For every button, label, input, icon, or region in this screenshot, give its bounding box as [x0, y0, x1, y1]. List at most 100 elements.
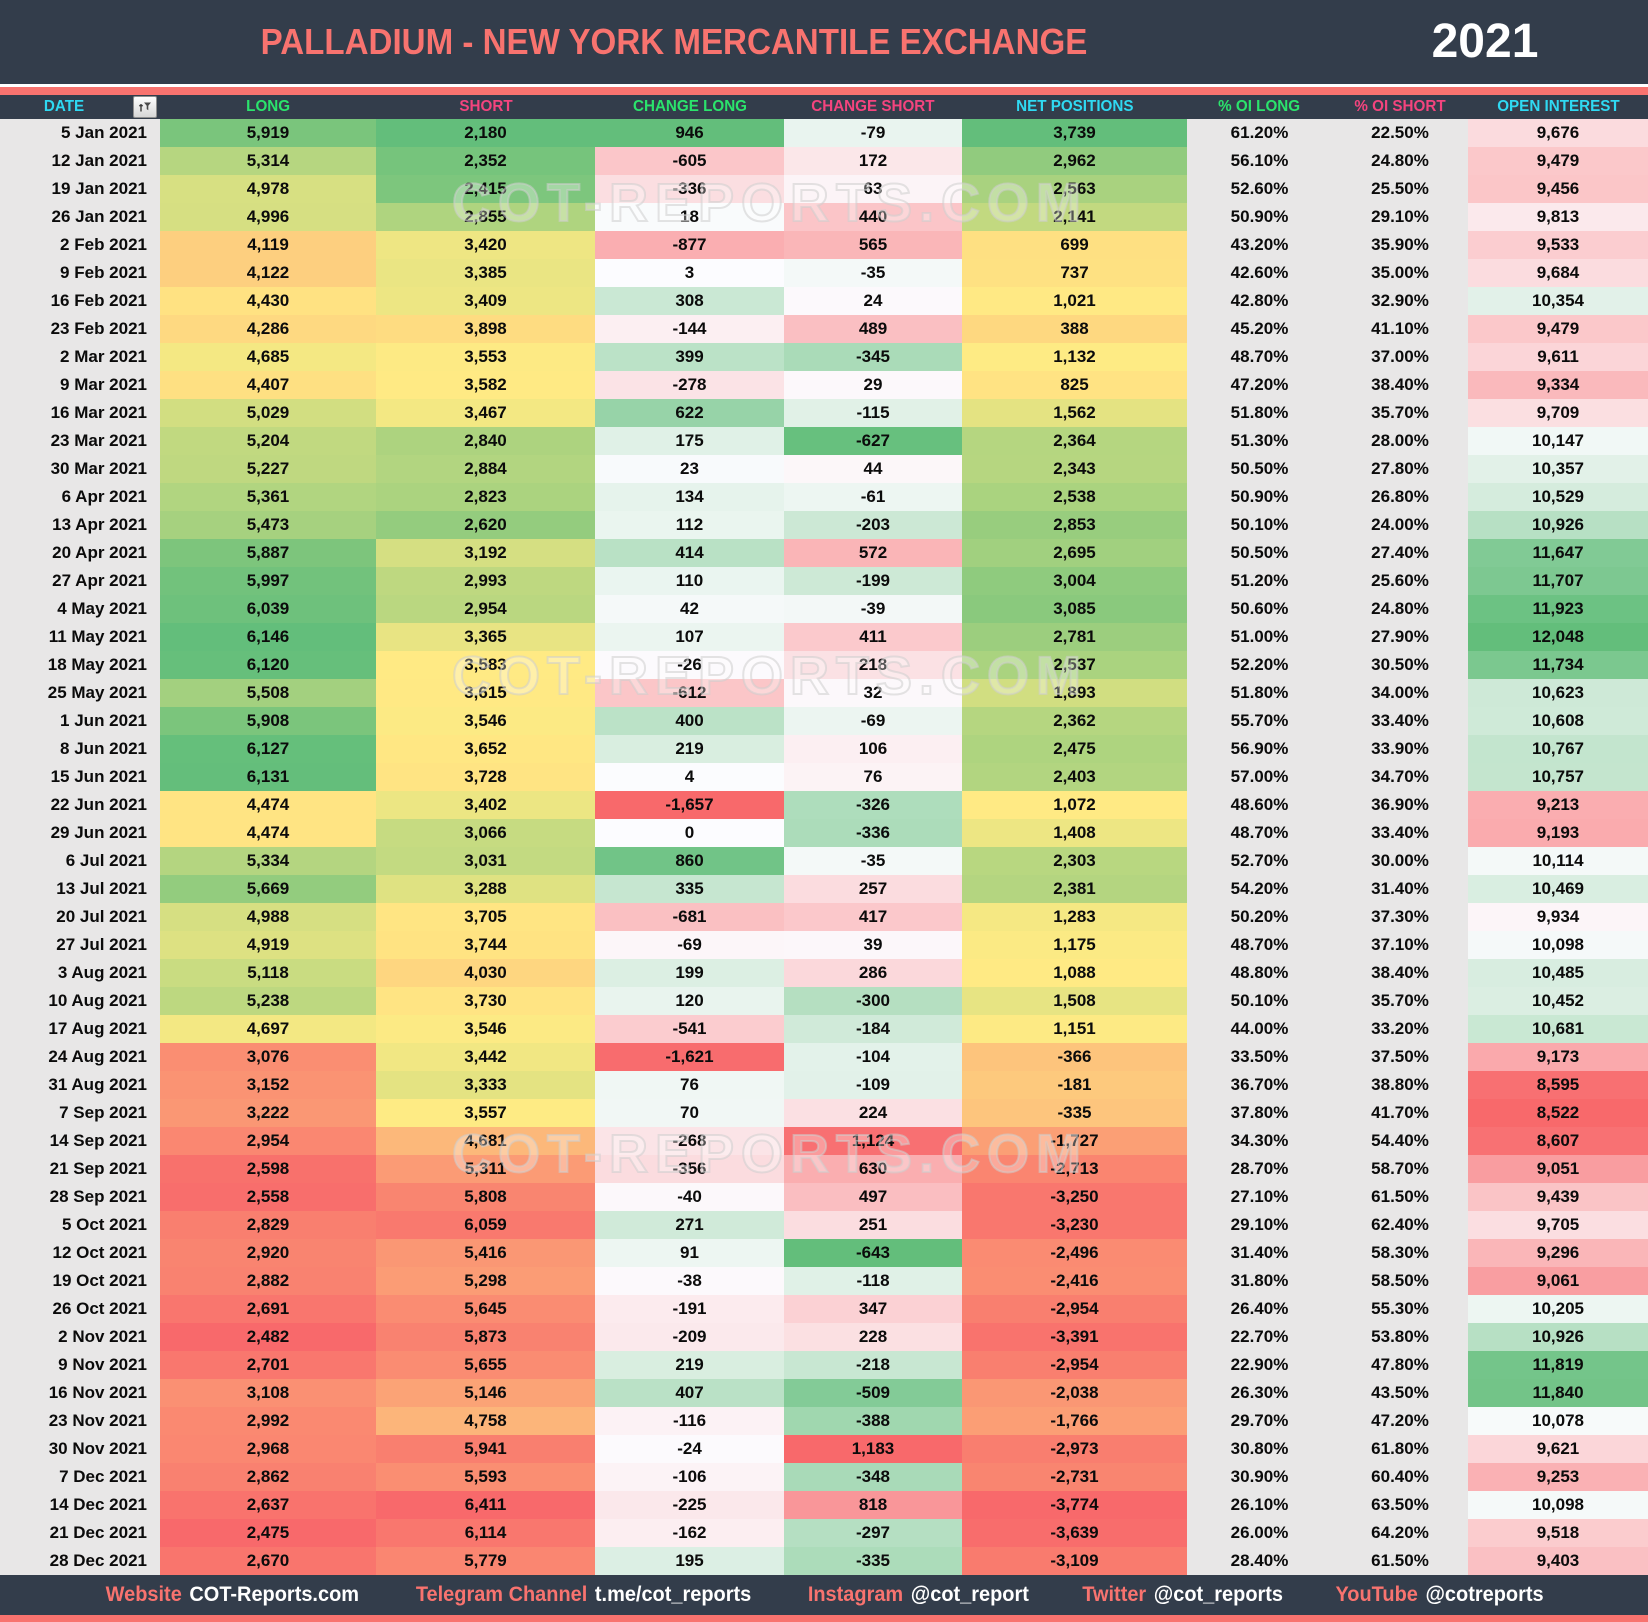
cell-net-positions: -3,250 [962, 1183, 1187, 1211]
cell-short: 3,730 [376, 987, 595, 1015]
table-row: 20 Jul 2021 4,988 3,705 -681 417 1,283 50.20% 3… [0, 903, 1648, 931]
cell-long: 6,120 [160, 651, 376, 679]
cell-open-interest: 10,452 [1468, 987, 1648, 1015]
table-row: 24 Aug 2021 3,076 3,442 -1,621 -104 -366 33.50… [0, 1043, 1648, 1071]
cell-short: 3,420 [376, 231, 595, 259]
cell-long: 2,882 [160, 1267, 376, 1295]
cell-long: 4,430 [160, 287, 376, 315]
cell-net-positions: 2,781 [962, 623, 1187, 651]
cell-oi-short-pct: 26.80% [1332, 483, 1468, 511]
cell-net-positions: 1,408 [962, 819, 1187, 847]
cell-net-positions: -2,954 [962, 1295, 1187, 1323]
cell-open-interest: 10,205 [1468, 1295, 1648, 1323]
page-title: PALLADIUM - NEW YORK MERCANTILE EXCHANGE [260, 21, 1088, 62]
footer-link-youtube[interactable]: YouTube @cotreports [1336, 1583, 1544, 1607]
cell-oi-long-pct: 29.70% [1187, 1407, 1332, 1435]
footer-link-label: Instagram [808, 1583, 904, 1606]
cell-short: 5,779 [376, 1547, 595, 1575]
cell-change-short: 24 [784, 287, 962, 315]
cell-change-short: -297 [784, 1519, 962, 1547]
cell-long: 3,222 [160, 1099, 376, 1127]
cell-oi-long-pct: 51.00% [1187, 623, 1332, 651]
table-row: 30 Mar 2021 5,227 2,884 23 44 2,343 50.50% 27.8… [0, 455, 1648, 483]
cell-date: 12 Oct 2021 [0, 1239, 160, 1267]
cell-open-interest: 10,147 [1468, 427, 1648, 455]
footer-link-value: @cotreports [1425, 1583, 1544, 1606]
footer-link-telegram-channel[interactable]: Telegram Channel t.me/cot_reports [416, 1583, 751, 1607]
footer-link-website[interactable]: Website COT-Reports.com [105, 1583, 358, 1607]
cell-change-short: 257 [784, 875, 962, 903]
cell-net-positions: -2,038 [962, 1379, 1187, 1407]
cell-net-positions: -3,109 [962, 1547, 1187, 1575]
cell-change-short: -336 [784, 819, 962, 847]
cell-long: 4,978 [160, 175, 376, 203]
cell-date: 3 Aug 2021 [0, 959, 160, 987]
cell-long: 2,598 [160, 1155, 376, 1183]
table-row: 26 Oct 2021 2,691 5,645 -191 347 -2,954 26.40%… [0, 1295, 1648, 1323]
column-header-label: SHORT [458, 98, 513, 115]
footer-link-value: @cot_reports [1153, 1583, 1284, 1606]
cell-short: 2,954 [376, 595, 595, 623]
cell-date: 31 Aug 2021 [0, 1071, 160, 1099]
cell-open-interest: 9,403 [1468, 1547, 1648, 1575]
cell-oi-short-pct: 30.50% [1332, 651, 1468, 679]
cell-open-interest: 9,296 [1468, 1239, 1648, 1267]
cell-net-positions: -3,639 [962, 1519, 1187, 1547]
cell-oi-long-pct: 37.80% [1187, 1099, 1332, 1127]
table-row: 31 Aug 2021 3,152 3,333 76 -109 -181 36.70% 38.… [0, 1071, 1648, 1099]
cell-open-interest: 9,439 [1468, 1183, 1648, 1211]
cell-short: 2,840 [376, 427, 595, 455]
footer-link-label: Twitter [1082, 1583, 1147, 1606]
column-header-short: SHORT [376, 95, 595, 119]
cell-open-interest: 10,098 [1468, 931, 1648, 959]
cell-net-positions: 1,508 [962, 987, 1187, 1015]
cell-short: 5,416 [376, 1239, 595, 1267]
cell-oi-short-pct: 62.40% [1332, 1211, 1468, 1239]
cell-oi-short-pct: 61.80% [1332, 1435, 1468, 1463]
cell-change-long: 3 [595, 259, 784, 287]
separator-accent [0, 87, 1648, 95]
cell-oi-short-pct: 43.50% [1332, 1379, 1468, 1407]
cell-oi-long-pct: 26.10% [1187, 1491, 1332, 1519]
cell-oi-short-pct: 54.40% [1332, 1127, 1468, 1155]
cell-short: 3,705 [376, 903, 595, 931]
column-header-open-interest: OPEN INTEREST [1468, 95, 1648, 119]
cell-change-short: 76 [784, 763, 962, 791]
cell-long: 2,558 [160, 1183, 376, 1211]
cell-short: 5,593 [376, 1463, 595, 1491]
cell-long: 4,919 [160, 931, 376, 959]
cell-change-short: -199 [784, 567, 962, 595]
cell-long: 2,920 [160, 1239, 376, 1267]
column-header-label: % OI SHORT [1354, 98, 1446, 115]
cell-date: 17 Aug 2021 [0, 1015, 160, 1043]
cell-oi-long-pct: 33.50% [1187, 1043, 1332, 1071]
cell-oi-long-pct: 50.20% [1187, 903, 1332, 931]
cell-net-positions: 2,475 [962, 735, 1187, 763]
cell-date: 11 May 2021 [0, 623, 160, 651]
cell-oi-long-pct: 52.70% [1187, 847, 1332, 875]
cell-short: 3,728 [376, 763, 595, 791]
cell-oi-long-pct: 51.80% [1187, 679, 1332, 707]
cell-open-interest: 9,518 [1468, 1519, 1648, 1547]
cell-long: 2,475 [160, 1519, 376, 1547]
cell-change-short: -104 [784, 1043, 962, 1071]
table-row: 13 Jul 2021 5,669 3,288 335 257 2,381 54.20% 31… [0, 875, 1648, 903]
cell-open-interest: 11,923 [1468, 595, 1648, 623]
footer-link-instagram[interactable]: Instagram @cot_report [808, 1583, 1029, 1607]
table-row: 27 Apr 2021 5,997 2,993 110 -199 3,004 51.20% 2… [0, 567, 1648, 595]
cell-change-long: 199 [595, 959, 784, 987]
cell-oi-long-pct: 22.70% [1187, 1323, 1332, 1351]
cell-long: 5,238 [160, 987, 376, 1015]
cell-open-interest: 9,479 [1468, 147, 1648, 175]
cell-short: 2,352 [376, 147, 595, 175]
footer-link-twitter[interactable]: Twitter @cot_reports [1082, 1583, 1283, 1607]
table-row: 17 Aug 2021 4,697 3,546 -541 -184 1,151 44.00%… [0, 1015, 1648, 1043]
cell-oi-short-pct: 55.30% [1332, 1295, 1468, 1323]
cell-oi-long-pct: 29.10% [1187, 1211, 1332, 1239]
cell-oi-long-pct: 54.20% [1187, 875, 1332, 903]
funnel-sort-icon[interactable] [133, 96, 157, 118]
cell-short: 3,442 [376, 1043, 595, 1071]
cell-date: 18 May 2021 [0, 651, 160, 679]
cell-short: 3,615 [376, 679, 595, 707]
cell-oi-short-pct: 25.50% [1332, 175, 1468, 203]
